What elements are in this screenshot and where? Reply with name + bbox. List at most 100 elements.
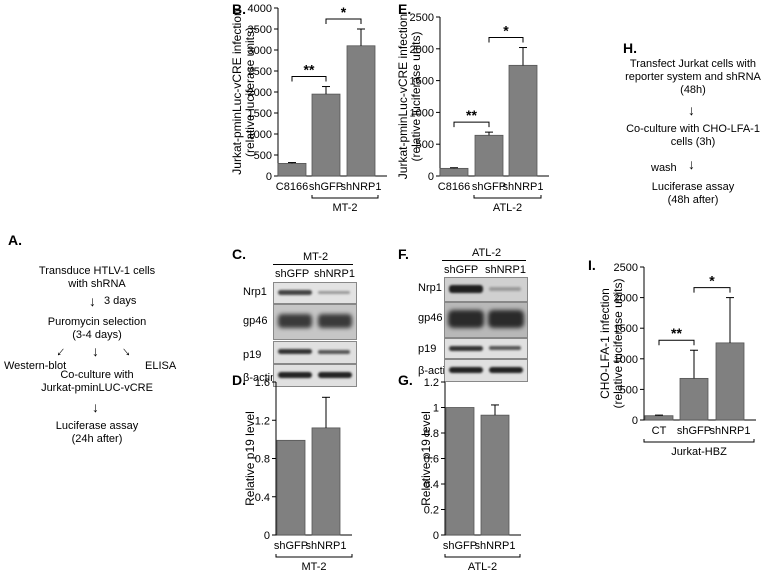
significance-bracket [658,339,695,346]
panel-label-i: I. [588,257,596,273]
blot-row-label: gp46 [418,312,443,324]
significance-bracket [693,287,731,293]
x-tick-label: shGFP [274,540,308,552]
blot-row-label: Nrp1 [243,286,267,298]
blot-lane-label: shGFP [275,268,310,280]
arrow-down-icon: ↓ [688,156,695,172]
arrow-down-icon: ↓ [89,293,96,309]
y-tick-label: 0 [433,530,439,542]
significance-marker: ** [466,107,477,123]
significance-bracket [453,121,490,128]
flow-step: 3 days [104,295,137,307]
group-label: MT-2 [301,561,326,573]
y-tick-label: 1.2 [424,377,439,389]
y-tick-label: 0.8 [255,454,270,466]
blot-lane-label: shNRP1 [314,268,355,280]
y-tick-label: 0 [632,415,638,427]
x-tick-label: shGFP [472,181,506,193]
y-tick-label: 1000 [614,354,638,366]
significance-marker: ** [671,325,682,341]
y-tick-label: 1000 [410,107,434,119]
flow-step: Western-blot [4,360,67,372]
y-tick-label: 0 [266,171,272,183]
flow-step: Co-culture with [60,369,134,381]
significance-marker: * [709,273,715,289]
y-tick-label: 1000 [248,129,272,141]
arrow-down-icon: ↓ [92,343,99,359]
y-tick-label: 1500 [614,323,638,335]
group-bracket [311,195,379,199]
panel-label-e: E. [398,1,412,17]
panel-label-h: H. [623,40,637,56]
y-axis-label: Relative p19 level [419,411,433,506]
y-tick-label: 1.6 [255,377,270,389]
flow-step: Transfect Jurkat cells with [629,58,757,70]
bar [474,134,504,177]
y-axis-label: Jurkat-pminLuc-vCRE infection [396,14,410,179]
flow-step: (48h after) [667,194,719,206]
flow-step: Puromycin selection [47,316,147,328]
flow-step: Luciferase assay [55,420,139,432]
y-tick-label: 0.4 [255,492,270,504]
blot-row-label: β-actin [418,365,452,377]
group-bracket [473,195,542,199]
y-tick-label: 3000 [248,45,272,57]
y-tick-label: 2500 [410,12,434,24]
blot-band-beta-actin [273,364,357,387]
blot-band-gp46 [444,302,528,338]
flow-step: Jurkat-pminLUC-vCRE [41,382,153,394]
bar [679,377,709,421]
significance-bracket [325,18,362,24]
x-tick-label: C8166 [276,181,308,193]
y-tick-label: 0.4 [424,479,439,491]
blot-band-gp46 [273,304,357,340]
y-axis-label: Jurkat-pminLuc-vCRE infection [230,9,244,174]
bar [644,415,674,421]
flow-step: Luciferase assay [651,181,735,193]
significance-marker: * [341,4,347,20]
x-tick-label: shNRP1 [306,540,347,552]
y-axis-label: (relative luciferase units) [409,31,423,161]
flow-step: ELISA [145,360,177,372]
panel-label-c: C. [232,246,246,262]
flow-step: (48h) [680,84,706,96]
panel-label-g: G. [398,372,413,388]
y-tick-label: 4000 [248,3,272,15]
y-tick-label: 1.2 [255,415,270,427]
x-tick-label: shNRP1 [475,540,516,552]
y-tick-label: 1 [433,403,439,415]
y-tick-label: 0.8 [424,428,439,440]
group-label: ATL-2 [468,561,497,573]
blot-row-label: p19 [243,349,262,361]
group-bracket [444,554,521,558]
y-tick-label: 0.6 [424,454,439,466]
flow-step: Transduce HTLV-1 cells [38,265,156,277]
y-tick-label: 2000 [614,293,638,305]
bar [439,167,469,177]
x-tick-label: shGFP [309,181,343,193]
blot-row-label: gp46 [243,315,268,327]
x-tick-label: C8166 [438,181,470,193]
y-axis-label: Relative p19 level [243,411,257,506]
blot-band-p19 [444,338,528,359]
y-tick-label: 3500 [248,24,272,36]
bar [508,64,538,177]
y-tick-label: 2000 [410,44,434,56]
blot-band-beta-actin [444,359,528,382]
blot-band-nrp1 [273,282,357,304]
flow-step: with shRNA [68,278,126,290]
y-tick-label: 500 [416,139,434,151]
arrow-down-icon: ↓ [92,399,99,415]
y-tick-label: 2000 [248,87,272,99]
significance-marker: ** [304,62,315,78]
y-tick-label: 500 [254,150,272,162]
bar [276,439,306,536]
blot-row-label: Nrp1 [418,282,442,294]
x-tick-label: shNRP1 [503,181,544,193]
flow-step: (3-4 days) [72,329,122,341]
blot-group-label: ATL-2 [472,247,502,259]
y-axis-label: (relative luciferase units) [243,27,257,157]
arrow-down-icon: ↓ [688,102,695,118]
blot-band-p19 [273,341,357,364]
